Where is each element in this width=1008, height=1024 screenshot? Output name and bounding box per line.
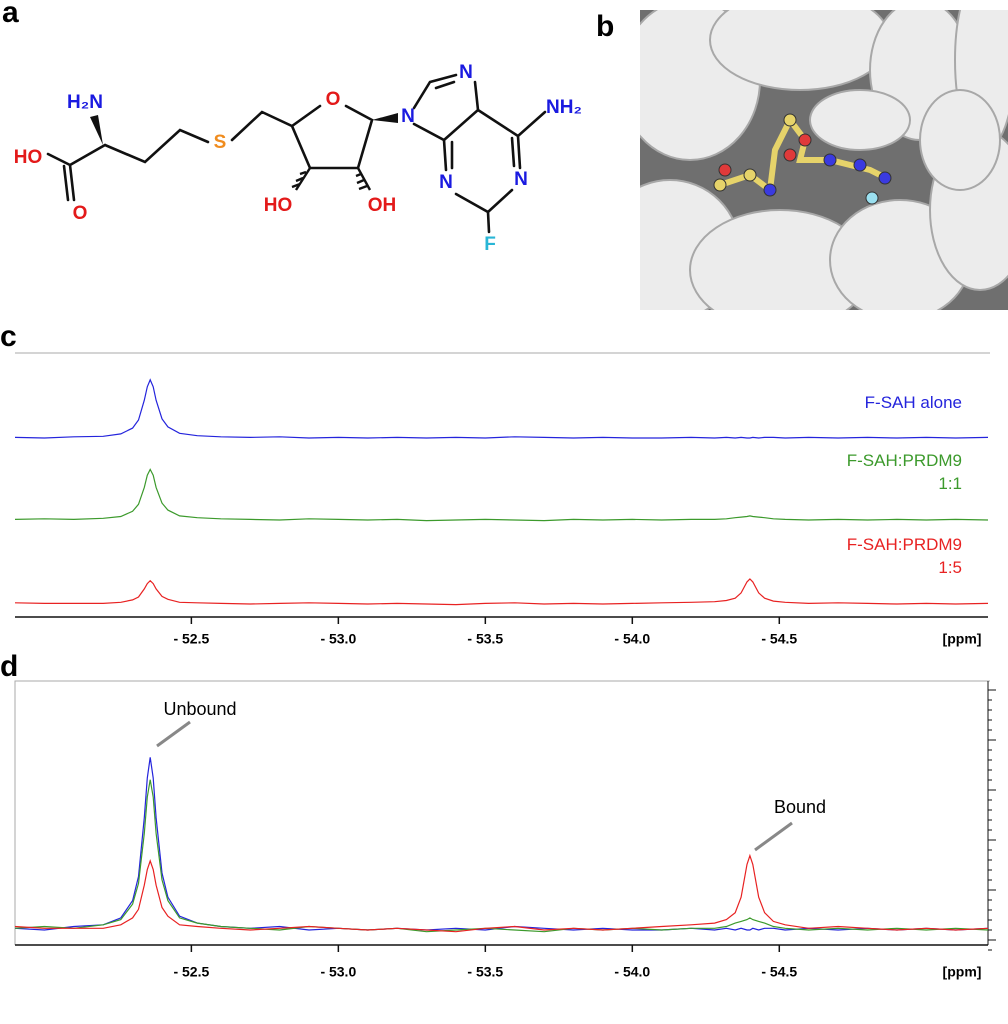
- atom-label: O: [326, 89, 341, 110]
- spectrum-line: [14, 578, 989, 606]
- x-axis-label: [ppm]: [943, 964, 982, 980]
- wedge-bond: [90, 115, 103, 145]
- atom-label: O: [73, 203, 88, 224]
- spectrum-line: [14, 378, 989, 439]
- atom-label: N: [401, 106, 415, 127]
- spectrum-line: [14, 779, 989, 933]
- spectrum-line: [14, 757, 989, 931]
- atom-label: H₂N: [67, 92, 103, 113]
- panel-border: [14, 680, 990, 945]
- chemical-structure: H₂N HO O S O HO OH N N NH₂ N N F: [14, 62, 582, 255]
- panel-label: b: [596, 10, 614, 43]
- panel-label: c: [0, 320, 17, 353]
- atom-label: NH₂: [546, 97, 582, 118]
- panel-label: d: [0, 650, 18, 683]
- x-tick-label: - 53.5: [467, 631, 503, 647]
- hashed-bond: [355, 167, 372, 191]
- atom-label: HO: [14, 147, 43, 168]
- x-tick-label: - 53.0: [320, 964, 356, 980]
- series-label: F-SAH:PRDM9 1:5: [847, 535, 962, 577]
- protein-surface: [640, 10, 1008, 310]
- atom-label: N: [459, 62, 473, 83]
- bond: [46, 104, 374, 202]
- atom-label: OH: [368, 195, 397, 216]
- annotation-line: [754, 821, 793, 852]
- text-line: F-SAH:PRDM9: [847, 535, 962, 554]
- text-line: 1:5: [938, 558, 962, 577]
- x-axis-label: [ppm]: [943, 631, 982, 647]
- spectrum-line: [14, 468, 989, 522]
- annotation: Unbound: [163, 699, 236, 719]
- x-tick-label: - 54.5: [761, 964, 797, 980]
- text-line: 1:1: [938, 474, 962, 493]
- bond: [412, 73, 547, 234]
- panel-label: a: [2, 0, 19, 29]
- series-label: F-SAH alone: [865, 393, 962, 412]
- x-tick-label: - 53.5: [467, 964, 503, 980]
- text-line: F-SAH:PRDM9: [847, 451, 962, 470]
- annotation: Bound: [774, 797, 826, 817]
- atom-label: N: [514, 169, 528, 190]
- x-tick-label: - 52.5: [173, 964, 209, 980]
- x-tick-label: - 53.0: [320, 631, 356, 647]
- atom-label: HO: [264, 195, 293, 216]
- hashed-bond: [291, 167, 312, 191]
- x-tick-label: - 54.0: [614, 631, 650, 647]
- spectrum-line: [14, 853, 989, 933]
- atom-label: N: [439, 172, 453, 193]
- series-label: F-SAH:PRDM9 1:1: [847, 451, 962, 493]
- atom-label: F: [484, 234, 496, 255]
- annotation-line: [156, 720, 191, 748]
- atom-label: S: [214, 132, 227, 153]
- wedge-bond: [372, 113, 398, 123]
- x-tick-label: - 52.5: [173, 631, 209, 647]
- x-tick-label: - 54.0: [614, 964, 650, 980]
- x-tick-label: - 54.5: [761, 631, 797, 647]
